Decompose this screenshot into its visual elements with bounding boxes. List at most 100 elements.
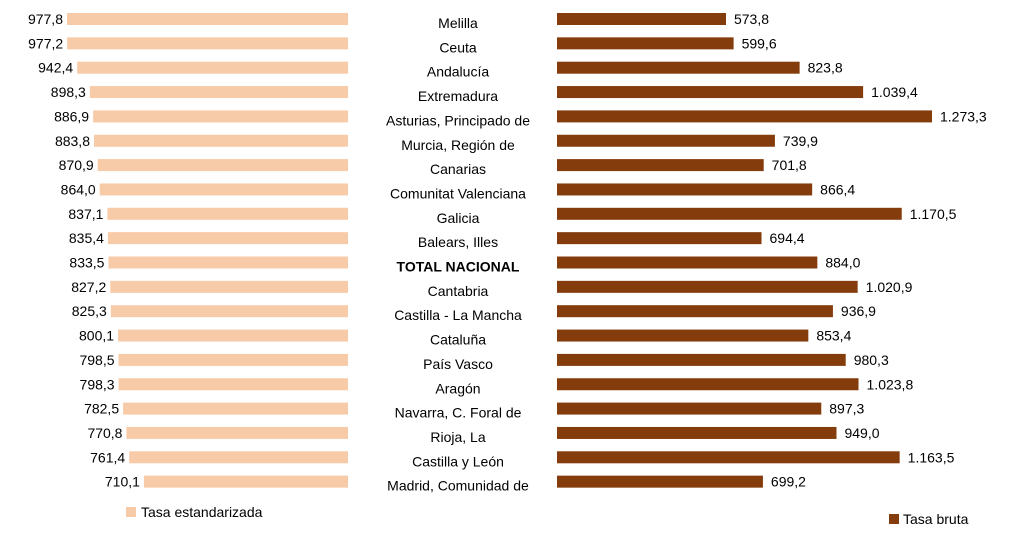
- bar-tasa-estandarizada-castilla-la-mancha: [110, 305, 348, 318]
- value-label-tasa-bruta-asturias-principado-de: 1.273,3: [940, 108, 987, 124]
- category-label-madrid-comunidad-de: Madrid, Comunidad de: [387, 478, 529, 494]
- category-label-aragon: Aragón: [435, 380, 480, 396]
- category-label-castilla-y-leon: Castilla y León: [412, 453, 504, 469]
- value-label-tasa-bruta-total-nacional: 884,0: [825, 255, 860, 271]
- category-label-balears-illes: Balears, Illes: [418, 234, 498, 250]
- bar-tasa-bruta-cantabria: [557, 280, 858, 293]
- value-label-tasa-bruta-castilla-y-leon: 1.163,5: [908, 449, 955, 465]
- category-label-murcia-region-de: Murcia, Región de: [401, 137, 515, 153]
- value-label-tasa-estandarizada-rioja-la: 770,8: [87, 425, 122, 441]
- value-label-tasa-bruta-castilla-la-mancha: 936,9: [841, 303, 876, 319]
- category-label-melilla: Melilla: [438, 15, 478, 31]
- bar-tasa-bruta-andalucia: [557, 61, 800, 74]
- bar-tasa-bruta-castilla-la-mancha: [557, 305, 833, 318]
- value-label-tasa-estandarizada-extremadura: 898,3: [51, 84, 86, 100]
- category-label-cantabria: Cantabria: [428, 283, 489, 299]
- bar-tasa-bruta-comunitat-valenciana: [557, 183, 813, 196]
- bar-tasa-bruta-balears-illes: [557, 232, 762, 245]
- bar-tasa-estandarizada-melilla: [67, 13, 348, 25]
- value-label-tasa-estandarizada-navarra-c-foral-de: 782,5: [84, 401, 119, 417]
- bar-tasa-estandarizada-pais-vasco: [118, 353, 348, 366]
- bar-tasa-bruta-canarias: [557, 159, 764, 172]
- value-label-tasa-bruta-aragon: 1.023,8: [867, 376, 914, 392]
- bar-tasa-estandarizada-extremadura: [89, 86, 349, 99]
- bar-tasa-bruta-navarra-c-foral-de: [557, 402, 822, 415]
- value-label-tasa-bruta-canarias: 701,8: [772, 157, 807, 173]
- value-label-tasa-bruta-extremadura: 1.039,4: [871, 84, 918, 100]
- bar-tasa-estandarizada-castilla-y-leon: [129, 451, 348, 464]
- bar-tasa-estandarizada-comunitat-valenciana: [99, 183, 348, 196]
- category-labels: Melilla Ceuta Andalucía Extremadura Asturias…: [386, 15, 530, 494]
- bar-tasa-estandarizada-canarias: [97, 159, 348, 172]
- value-label-tasa-bruta-ceuta: 599,6: [742, 35, 777, 51]
- category-label-ceuta: Ceuta: [439, 39, 477, 55]
- value-label-tasa-estandarizada-cantabria: 827,2: [71, 279, 106, 295]
- bar-tasa-estandarizada-madrid-comunidad-de: [143, 475, 348, 488]
- value-label-tasa-estandarizada-madrid-comunidad-de: 710,1: [105, 474, 140, 490]
- category-label-extremadura: Extremadura: [418, 88, 498, 104]
- value-label-tasa-bruta-madrid-comunidad-de: 699,2: [771, 474, 806, 490]
- bar-tasa-estandarizada-cantabria: [110, 280, 348, 293]
- value-label-tasa-bruta-cantabria: 1.020,9: [866, 279, 913, 295]
- legend: Tasa estandarizada Tasa bruta: [126, 504, 969, 527]
- legend-label-tasa-estandarizada: Tasa estandarizada: [141, 504, 263, 520]
- bar-tasa-bruta-madrid-comunidad-de: [557, 475, 763, 488]
- bar-tasa-estandarizada-andalucia: [77, 61, 348, 74]
- standardized-rate-panel: 977,8 977,2 942,4 898,3 886,9 883,8 870,9 864,0…: [28, 11, 349, 490]
- category-label-castilla-la-mancha: Castilla - La Mancha: [394, 307, 522, 323]
- value-label-tasa-estandarizada-cataluna: 800,1: [79, 328, 114, 344]
- bar-tasa-bruta-ceuta: [557, 37, 734, 50]
- bar-tasa-bruta-aragon: [557, 378, 859, 391]
- category-label-canarias: Canarias: [430, 161, 486, 177]
- value-label-tasa-estandarizada-castilla-la-mancha: 825,3: [72, 303, 107, 319]
- category-label-navarra-c-foral-de: Navarra, C. Foral de: [395, 405, 522, 421]
- legend-swatch-tasa-estandarizada: [126, 507, 136, 517]
- value-label-tasa-bruta-galicia: 1.170,5: [910, 206, 957, 222]
- value-label-tasa-bruta-andalucia: 823,8: [808, 60, 843, 76]
- value-label-tasa-estandarizada-ceuta: 977,2: [28, 35, 63, 51]
- bar-tasa-estandarizada-cataluna: [118, 329, 348, 342]
- crude-rate-panel: 573,8 599,6 823,8 1.039,4 1.273,3 739,9 701,8 8…: [557, 11, 987, 490]
- value-label-tasa-estandarizada-castilla-y-leon: 761,4: [90, 449, 125, 465]
- bar-tasa-estandarizada-rioja-la: [126, 426, 348, 439]
- value-label-tasa-estandarizada-andalucia: 942,4: [38, 60, 73, 76]
- legend-swatch-tasa-bruta: [889, 514, 899, 524]
- bar-tasa-bruta-pais-vasco: [557, 353, 846, 366]
- value-label-tasa-bruta-pais-vasco: 980,3: [854, 352, 889, 368]
- value-label-tasa-estandarizada-total-nacional: 833,5: [69, 255, 104, 271]
- category-label-comunitat-valenciana: Comunitat Valenciana: [390, 185, 526, 201]
- value-label-tasa-estandarizada-pais-vasco: 798,5: [79, 352, 114, 368]
- bar-tasa-estandarizada-navarra-c-foral-de: [123, 402, 349, 415]
- value-label-tasa-bruta-rioja-la: 949,0: [844, 425, 879, 441]
- bar-tasa-estandarizada-aragon: [118, 378, 348, 391]
- bar-tasa-bruta-asturias-principado-de: [557, 110, 932, 123]
- category-label-pais-vasco: País Vasco: [423, 356, 493, 372]
- category-label-galicia: Galicia: [437, 210, 480, 226]
- value-label-tasa-bruta-navarra-c-foral-de: 897,3: [829, 401, 864, 417]
- bar-tasa-bruta-murcia-region-de: [557, 134, 775, 147]
- value-label-tasa-estandarizada-melilla: 977,8: [28, 11, 63, 27]
- value-label-tasa-estandarizada-balears-illes: 835,4: [69, 230, 104, 246]
- value-label-tasa-estandarizada-asturias-principado-de: 886,9: [54, 108, 89, 124]
- bar-tasa-bruta-cataluna: [557, 329, 809, 342]
- bar-tasa-estandarizada-galicia: [107, 207, 348, 220]
- category-label-asturias-principado-de: Asturias, Principado de: [386, 112, 530, 128]
- category-label-rioja-la: Rioja, La: [430, 429, 485, 445]
- bar-tasa-bruta-castilla-y-leon: [557, 451, 900, 464]
- bar-tasa-estandarizada-murcia-region-de: [94, 134, 348, 147]
- value-label-tasa-bruta-comunitat-valenciana: 866,4: [820, 181, 855, 197]
- legend-label-tasa-bruta: Tasa bruta: [903, 511, 969, 527]
- bar-tasa-estandarizada-ceuta: [67, 37, 348, 50]
- bar-tasa-bruta-extremadura: [557, 86, 864, 99]
- category-label-cataluna: Cataluña: [430, 332, 486, 348]
- category-label-total-nacional: TOTAL NACIONAL: [397, 259, 520, 275]
- bar-tasa-estandarizada-total-nacional: [108, 256, 349, 269]
- bar-tasa-bruta-galicia: [557, 207, 902, 220]
- value-label-tasa-estandarizada-canarias: 870,9: [59, 157, 94, 173]
- value-label-tasa-estandarizada-comunitat-valenciana: 864,0: [61, 181, 96, 197]
- bar-tasa-bruta-total-nacional: [557, 256, 818, 269]
- bar-tasa-estandarizada-balears-illes: [107, 232, 349, 245]
- bar-tasa-estandarizada-asturias-principado-de: [93, 110, 348, 123]
- category-label-andalucia: Andalucía: [427, 64, 489, 80]
